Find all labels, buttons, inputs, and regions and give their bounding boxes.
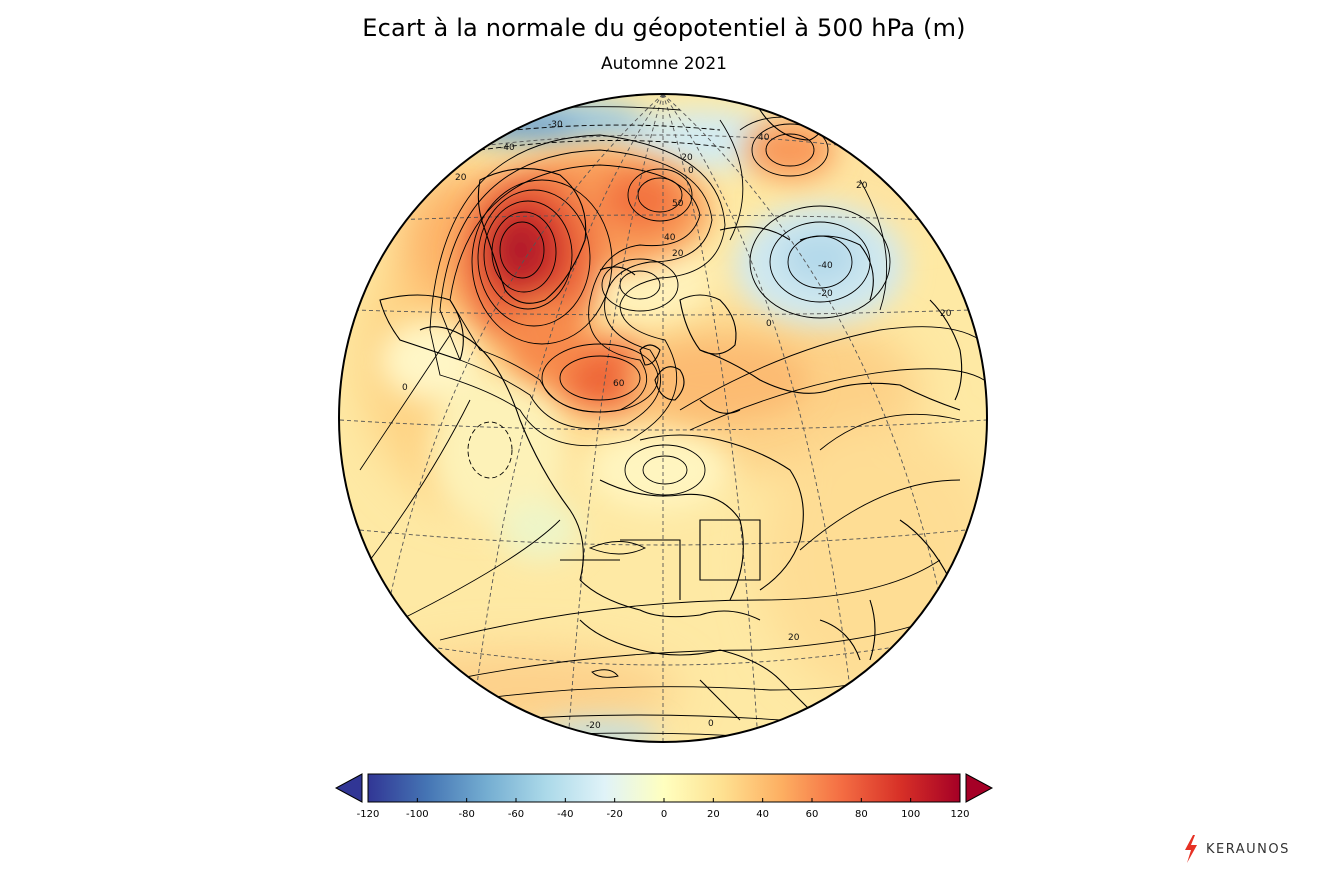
- colorbar-tick-label: 60: [806, 809, 819, 820]
- map-subtitle: Automne 2021: [601, 54, 727, 74]
- logo-text: KERAUNOS: [1206, 841, 1290, 857]
- colorbar-ticks: -120 -100 -80 -60 -40 -20 0 20 40 60 80 100 120: [357, 798, 970, 820]
- contour-label: 20: [672, 249, 684, 259]
- colorbar-tick-label: -20: [606, 809, 622, 820]
- contour-label: 0: [688, 166, 694, 176]
- contour-label: 20: [856, 181, 868, 191]
- contour-label: -20: [678, 153, 693, 163]
- contour-label: -20: [818, 289, 833, 299]
- map-title: Ecart à la normale du géopotentiel à 500…: [362, 14, 966, 42]
- contour-label: 40: [664, 233, 676, 243]
- anomaly-field: [339, 94, 987, 742]
- colorbar-high-arrow: [965, 773, 994, 803]
- contour-label: 20: [788, 633, 800, 643]
- contour-label: -30: [548, 120, 563, 130]
- coastlines: [379, 104, 963, 721]
- contour-label: -20: [586, 721, 601, 731]
- colorbar-gradient: [367, 773, 961, 803]
- colorbar-tick-label: -100: [406, 809, 429, 820]
- keraunos-logo: KERAUNOS: [1182, 834, 1312, 864]
- contour-label: 20: [940, 309, 952, 319]
- colorbar-low-arrow: [334, 773, 363, 803]
- colorbar-tick-label: -60: [508, 809, 524, 820]
- lightning-icon: [1185, 835, 1197, 863]
- globe-outline: [338, 93, 988, 743]
- colorbar-tick-label: -40: [557, 809, 573, 820]
- colorbar-tick-label: 20: [707, 809, 720, 820]
- colorbar-tick-label: 40: [756, 809, 769, 820]
- contour-label: 40: [758, 133, 770, 143]
- globe-map: -30 -40 -20 0 40 50 40 20 -40 -20 0 60 0…: [338, 93, 988, 743]
- colorbar-tick-label: 80: [855, 809, 868, 820]
- colorbar-tick-label: 100: [901, 809, 920, 820]
- contour-label: 20: [455, 173, 467, 183]
- colorbar-tick-label: 120: [950, 809, 969, 820]
- contour-label: 50: [672, 199, 684, 209]
- contour-label: 0: [402, 383, 408, 393]
- colorbar: -120 -100 -80 -60 -40 -20 0 20 40 60 80 100 120: [334, 773, 994, 820]
- contour-label: -40: [500, 143, 515, 153]
- contour-label-layer: -30 -40 -20 0 40 50 40 20 -40 -20 0 60 0…: [402, 120, 952, 731]
- contour-lines: [359, 106, 985, 739]
- contour-label: 0: [766, 319, 772, 329]
- colorbar-tick-label: -80: [458, 809, 474, 820]
- colorbar-tick-label: 0: [661, 809, 667, 820]
- contour-label: 60: [613, 379, 625, 389]
- contour-label: -40: [818, 261, 833, 271]
- contour-label: 0: [708, 719, 714, 729]
- colorbar-tick-label: -120: [357, 809, 380, 820]
